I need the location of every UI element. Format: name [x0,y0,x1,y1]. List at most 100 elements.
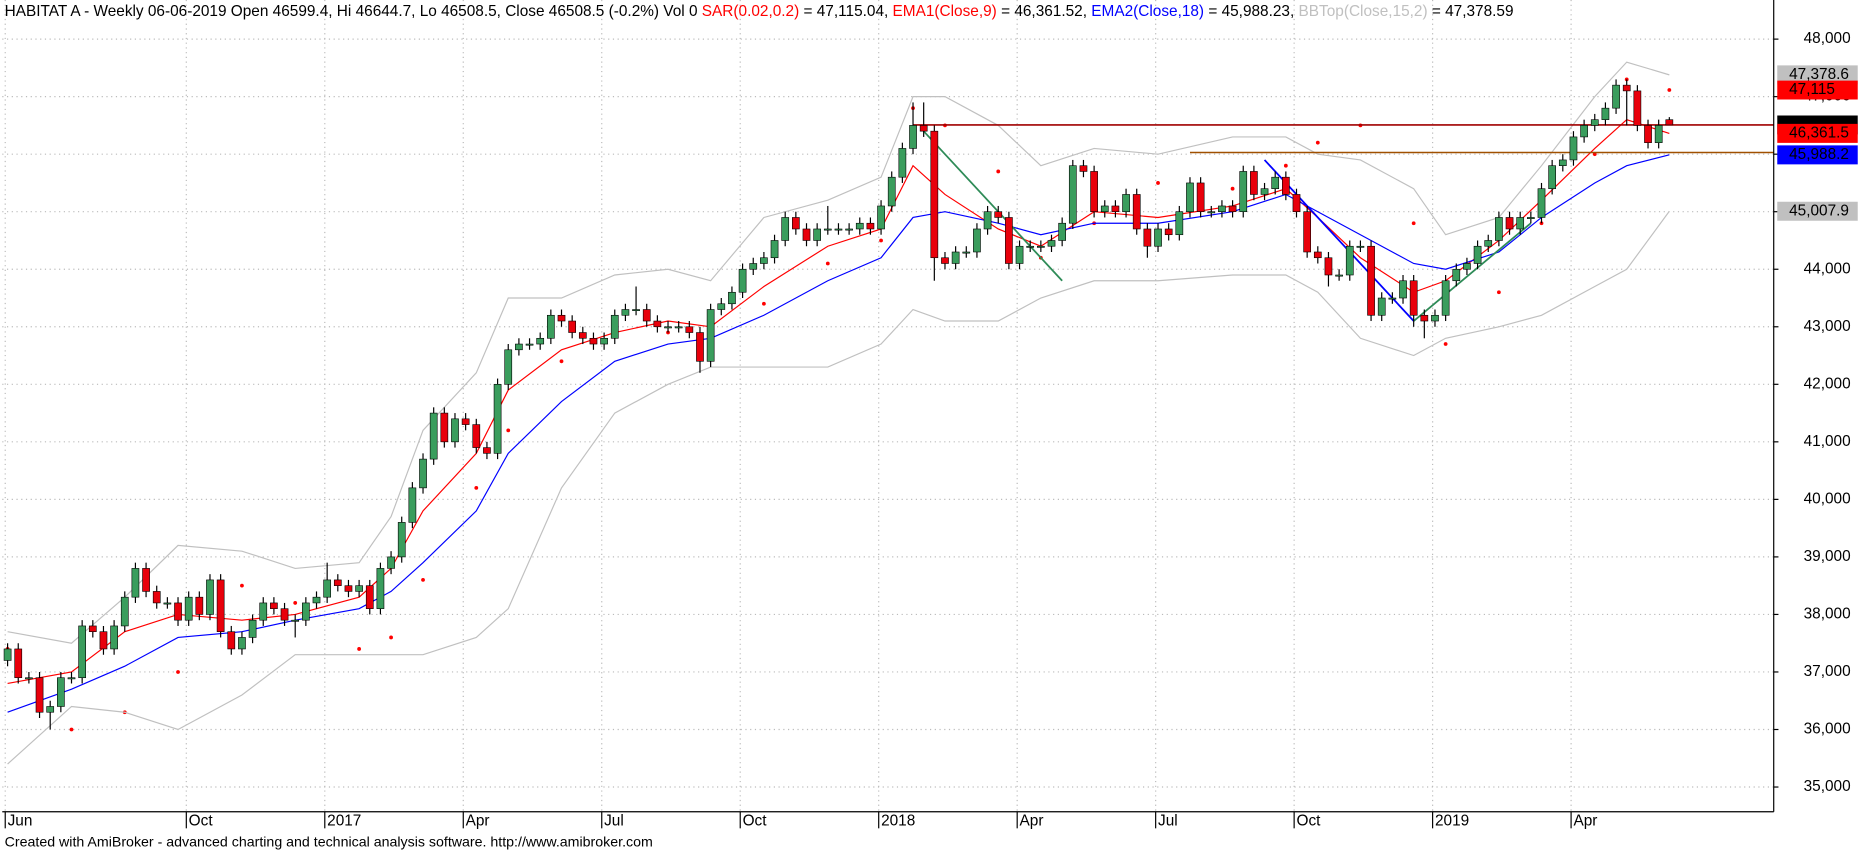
price-badge-label: 45,988.2 [1789,146,1849,163]
candle-body [919,125,928,132]
candle-body [1633,90,1642,126]
price-badge-label: 46,361.5 [1789,124,1849,141]
x-tick-label: Oct [743,812,768,829]
candle-body [1665,119,1674,126]
candle-body [1228,205,1237,213]
candle-body [270,602,278,609]
sar-dot [1283,163,1288,168]
x-tick-label: Jun [8,812,33,829]
candle-body [365,585,374,609]
candle-body [557,314,566,322]
candle-body [1154,228,1162,247]
candle-body [259,602,268,621]
candle-body [1026,245,1035,248]
candle-body [717,303,726,310]
candle-body [855,222,864,230]
candle-body [291,619,300,622]
candle-body [1335,274,1343,277]
candle-body [1644,125,1652,143]
candle-body [1537,188,1546,218]
sar-dot [176,670,180,674]
sar-dot [1315,140,1320,145]
indicator-name: SAR(0.02,0.2) [702,3,799,20]
candle-body [14,648,23,679]
candle-body [1654,125,1663,143]
candle-body [1207,211,1216,214]
candle-body [962,251,971,254]
candle-body [866,222,875,230]
candle-body [280,608,289,621]
sar-dot [762,301,766,306]
candle-body [461,418,470,425]
candle-body [1132,194,1141,230]
candle-body [25,677,33,680]
candle-body [1409,280,1418,316]
candle-body [1463,263,1471,270]
candle-body [610,314,619,339]
price-badge [1777,201,1858,221]
x-tick-label: Apr [466,812,490,829]
candle-body [57,677,65,707]
candle-body [504,349,513,385]
candle-body [1516,217,1525,230]
trend-line [923,130,1063,282]
candle-body [67,677,76,680]
indicator-value: = 45,988.23, [1204,3,1298,20]
candle-body [994,211,1003,218]
candle-body [728,291,736,305]
candle-body [887,176,896,207]
candle-body [142,568,150,592]
candle-body [674,326,683,329]
candle-body [1313,251,1322,259]
y-tick-label: 35,000 [1804,778,1851,795]
y-tick-label: 48,000 [1804,30,1851,47]
candle-body [1122,194,1130,213]
sar-dot [879,238,883,243]
x-tick-label: Apr [1573,812,1597,829]
candle-body [1079,165,1088,172]
candle-body [813,228,822,241]
sar-dot [1156,181,1160,185]
plot-area [3,61,1774,765]
candle-body [632,309,640,311]
candle-body [1218,205,1226,213]
sar-dot [293,601,298,605]
candle-body [1282,176,1290,195]
candle-body [1037,245,1045,248]
candle-body [1431,314,1439,322]
candle-body [78,625,87,679]
x-tick-label: 2019 [1435,812,1469,829]
candle-body [823,228,832,231]
sar-dot [474,485,479,490]
candle-body [1250,171,1258,195]
sar-dot [996,169,1001,174]
candle-body [515,343,523,351]
candle-body [206,579,214,615]
candle-body [493,384,502,454]
indicator-value: = 47,115.04, [799,3,892,20]
candle-body [706,309,715,362]
sar-dot [1592,152,1597,157]
candle-body [1590,119,1599,126]
x-tick-label: Oct [1297,812,1322,829]
candle-body [1005,217,1013,264]
candle-body [749,263,758,270]
candle-body [1292,194,1301,213]
candle-body [1260,188,1269,195]
candle-body [1377,297,1386,316]
x-tick-label: Apr [1020,812,1044,829]
x-tick-label: Oct [189,812,214,829]
chart-header: HABITAT A - Weekly 06-06-2019 Open 46599… [5,3,1514,20]
candle-body [1622,84,1631,92]
candle-body [1527,217,1535,219]
candle-body [600,337,608,345]
y-tick-label: 44,000 [1804,260,1851,277]
candle-body [440,412,449,443]
candle-body [472,424,481,448]
candle-body [1601,107,1610,120]
candle-body [1090,171,1098,213]
candle-body [1068,165,1077,224]
y-tick-label: 43,000 [1804,318,1851,335]
indicator-line [7,61,1670,644]
